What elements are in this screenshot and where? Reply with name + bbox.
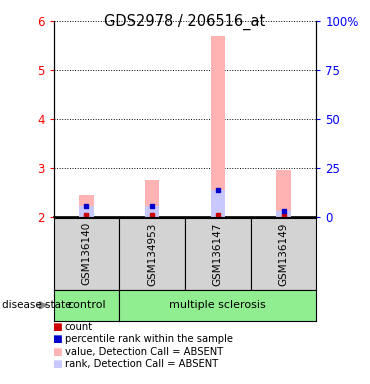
Text: ■: ■ <box>53 347 62 357</box>
Bar <box>276 170 291 217</box>
Text: GSM136147: GSM136147 <box>213 222 223 286</box>
Bar <box>211 190 225 217</box>
Bar <box>79 195 94 217</box>
Text: control: control <box>67 300 106 310</box>
Bar <box>211 36 225 217</box>
Text: GSM136149: GSM136149 <box>279 222 289 286</box>
Text: multiple sclerosis: multiple sclerosis <box>169 300 266 310</box>
Text: percentile rank within the sample: percentile rank within the sample <box>65 334 233 344</box>
Text: ■: ■ <box>53 359 62 369</box>
Text: value, Detection Call = ABSENT: value, Detection Call = ABSENT <box>65 347 223 357</box>
Text: GSM134953: GSM134953 <box>147 222 157 286</box>
Text: GSM136140: GSM136140 <box>81 222 91 285</box>
Bar <box>276 211 291 217</box>
Text: GDS2978 / 206516_at: GDS2978 / 206516_at <box>104 14 266 30</box>
Text: ■: ■ <box>53 322 62 332</box>
Bar <box>145 180 159 217</box>
Bar <box>79 206 94 217</box>
Text: ■: ■ <box>53 334 62 344</box>
Text: rank, Detection Call = ABSENT: rank, Detection Call = ABSENT <box>65 359 218 369</box>
Bar <box>145 206 159 217</box>
Text: count: count <box>65 322 93 332</box>
Text: disease state: disease state <box>2 300 71 310</box>
